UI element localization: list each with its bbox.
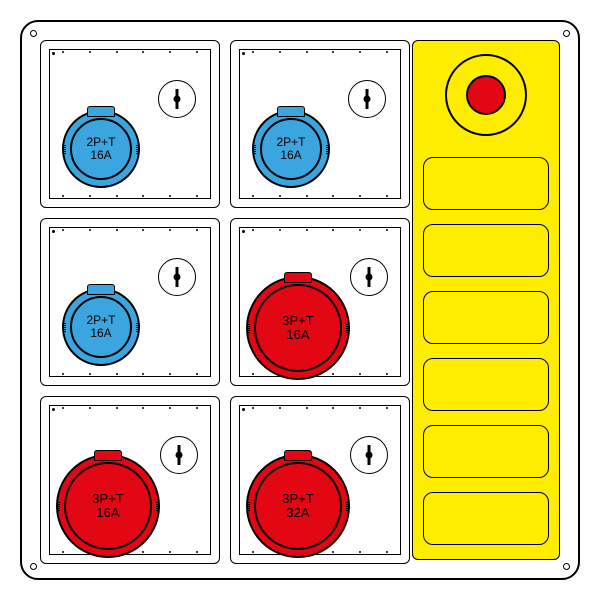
socket-label-line2: 16A <box>86 149 115 162</box>
ridge-icon <box>346 502 349 511</box>
socket-label-line1: 3P+T <box>92 492 123 506</box>
socket-outlet[interactable]: 2P+T16A <box>252 110 330 188</box>
distribution-panel: 2P+T16A2P+T16A2P+T16A3P+T16A3P+T16A3P+T3… <box>20 20 580 580</box>
screw-icon <box>563 563 570 570</box>
socket-outlet[interactable]: 2P+T16A <box>62 110 140 188</box>
ridge-icon <box>63 145 66 154</box>
breaker-slot <box>423 358 549 411</box>
socket-hinge <box>87 284 115 295</box>
control-column <box>412 40 560 560</box>
socket-label: 3P+T16A <box>282 314 313 343</box>
socket-label-line2: 16A <box>282 328 313 342</box>
breaker-slot <box>423 224 549 277</box>
socket-label-line2: 16A <box>92 506 123 520</box>
estop-module <box>413 41 559 149</box>
keyhole-icon <box>158 258 196 296</box>
keyhole-icon <box>160 436 198 474</box>
keyhole-icon <box>350 258 388 296</box>
socket-outlet[interactable]: 2P+T16A <box>62 288 140 366</box>
ridge-icon <box>326 145 329 154</box>
breaker-slot <box>423 157 549 210</box>
socket-hinge <box>284 450 312 461</box>
socket-module: 3P+T16A <box>40 396 220 564</box>
ridge-icon <box>247 502 250 511</box>
keyhole-icon <box>350 436 388 474</box>
breaker-slot <box>423 492 549 545</box>
socket-label: 2P+T16A <box>276 136 305 162</box>
socket-module: 2P+T16A <box>40 40 220 208</box>
socket-label-line2: 16A <box>86 327 115 340</box>
socket-outlet[interactable]: 3P+T16A <box>246 276 350 380</box>
breaker-slots <box>413 149 559 559</box>
socket-label: 3P+T32A <box>282 492 313 521</box>
ridge-icon <box>57 502 60 511</box>
socket-module: 3P+T16A <box>230 218 410 386</box>
socket-label-line1: 3P+T <box>282 314 313 328</box>
breaker-slot <box>423 425 549 478</box>
socket-label-line2: 16A <box>276 149 305 162</box>
keyhole-icon <box>158 80 196 118</box>
socket-grid: 2P+T16A2P+T16A2P+T16A3P+T16A3P+T16A3P+T3… <box>40 40 410 564</box>
socket-hinge <box>87 106 115 117</box>
socket-module: 3P+T32A <box>230 396 410 564</box>
breaker-slot <box>423 291 549 344</box>
ridge-icon <box>136 323 139 332</box>
screw-icon <box>30 563 37 570</box>
estop-button[interactable] <box>466 75 506 115</box>
socket-label-line1: 3P+T <box>282 492 313 506</box>
socket-label: 2P+T16A <box>86 136 115 162</box>
ridge-icon <box>346 324 349 333</box>
screw-icon <box>30 30 37 37</box>
socket-label-line2: 32A <box>282 506 313 520</box>
ridge-icon <box>247 324 250 333</box>
socket-hinge <box>94 450 122 461</box>
socket-label: 3P+T16A <box>92 492 123 521</box>
keyhole-icon <box>348 80 386 118</box>
socket-hinge <box>277 106 305 117</box>
socket-outlet[interactable]: 3P+T16A <box>56 454 160 558</box>
estop-ring <box>445 54 527 136</box>
socket-label: 2P+T16A <box>86 314 115 340</box>
ridge-icon <box>156 502 159 511</box>
socket-module: 2P+T16A <box>40 218 220 386</box>
socket-outlet[interactable]: 3P+T32A <box>246 454 350 558</box>
ridge-icon <box>63 323 66 332</box>
ridge-icon <box>136 145 139 154</box>
screw-icon <box>563 30 570 37</box>
socket-module: 2P+T16A <box>230 40 410 208</box>
ridge-icon <box>253 145 256 154</box>
socket-hinge <box>284 272 312 283</box>
